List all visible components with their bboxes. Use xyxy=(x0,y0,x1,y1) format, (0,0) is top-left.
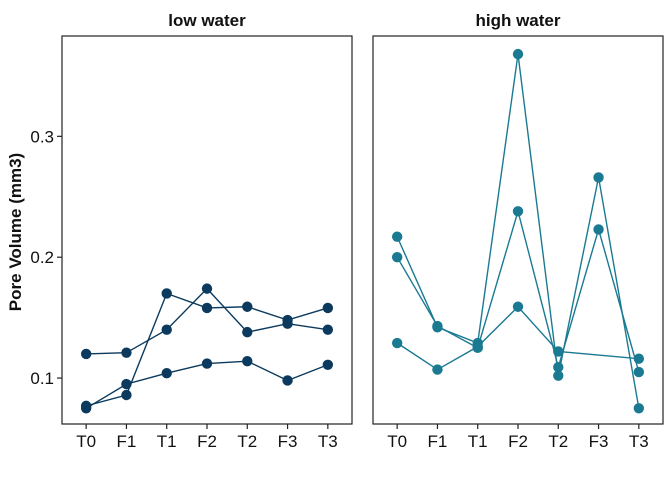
data-point xyxy=(391,231,403,242)
data-point xyxy=(512,206,524,217)
data-point xyxy=(593,172,604,183)
x-tick-label: F2 xyxy=(197,432,217,451)
facet-title: low water xyxy=(168,11,246,30)
x-tick-label: T1 xyxy=(157,432,177,451)
data-point xyxy=(512,301,524,312)
data-point xyxy=(242,355,253,367)
x-tick-label: T3 xyxy=(629,432,649,451)
data-point xyxy=(553,346,564,357)
data-point xyxy=(242,326,253,338)
data-point xyxy=(282,314,293,326)
data-point xyxy=(553,361,564,373)
data-point xyxy=(80,403,92,414)
x-tick-label: T1 xyxy=(468,432,488,451)
y-axis-title-group: Pore Volume (mm3) xyxy=(6,153,25,311)
data-point xyxy=(472,341,483,352)
data-point xyxy=(201,302,213,314)
data-point xyxy=(161,324,172,335)
y-tick-label: 0.1 xyxy=(30,369,54,388)
data-point xyxy=(512,48,524,60)
data-point xyxy=(633,366,645,378)
panel-frame xyxy=(372,35,664,425)
series-line xyxy=(396,305,639,371)
data-point xyxy=(121,389,132,401)
x-tick-label: T2 xyxy=(548,432,568,451)
data-point xyxy=(201,358,213,369)
facet-title: high water xyxy=(475,11,560,30)
data-point xyxy=(161,288,172,299)
data-point xyxy=(391,251,403,263)
data-point xyxy=(633,353,645,364)
x-tick-label: F1 xyxy=(117,432,137,451)
data-point xyxy=(121,378,132,390)
data-point xyxy=(121,347,132,358)
data-point xyxy=(322,324,334,335)
y-tick-label: 0.3 xyxy=(30,127,54,146)
x-tick-label: T0 xyxy=(76,432,96,451)
x-tick-label: F2 xyxy=(508,432,528,451)
data-point xyxy=(633,403,645,414)
data-point xyxy=(322,302,334,314)
data-point xyxy=(432,364,443,375)
data-point xyxy=(322,359,334,370)
x-tick-label: F1 xyxy=(428,432,448,451)
x-tick-label: T2 xyxy=(237,432,257,451)
data-point xyxy=(201,283,213,294)
x-tick-label: F3 xyxy=(589,432,609,451)
x-tick-label: F3 xyxy=(278,432,298,451)
data-point xyxy=(391,337,403,349)
data-point xyxy=(432,320,443,332)
y-tick-label: 0.2 xyxy=(30,248,54,267)
data-point xyxy=(242,301,253,312)
y-axis-title: Pore Volume (mm3) xyxy=(6,153,25,311)
x-tick-label: T0 xyxy=(387,432,407,451)
data-point xyxy=(80,348,92,360)
data-point xyxy=(161,368,172,379)
data-point xyxy=(553,370,564,381)
panel-2: high water T0 F1 T1 F2 T2 F3 T3 xyxy=(372,11,664,451)
series-3 xyxy=(391,301,645,375)
panel-1: low water T0 F1 T1 F2 T2 F3 T3 0.1 0.2 0.3 xyxy=(30,11,353,451)
series-3 xyxy=(80,355,334,414)
panels: low water T0 F1 T1 F2 T2 F3 T3 0.1 0.2 0.3 high wat… xyxy=(30,11,664,451)
data-point xyxy=(593,224,604,235)
x-tick-label: T3 xyxy=(318,432,338,451)
data-point xyxy=(282,375,293,386)
